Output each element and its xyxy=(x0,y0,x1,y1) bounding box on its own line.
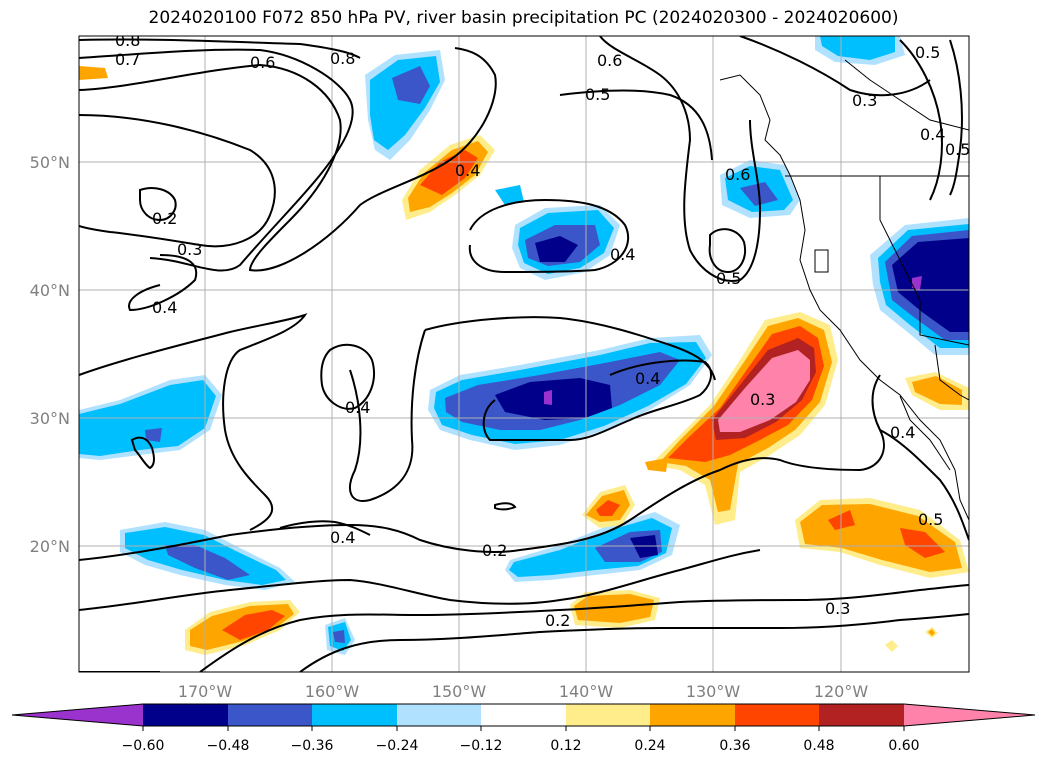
contour-lower-3 xyxy=(199,584,969,672)
lon-label: 160°W xyxy=(305,682,360,701)
contour-label: 0.3 xyxy=(750,390,775,409)
lat-label: 40°N xyxy=(30,281,70,300)
contour-north-loop xyxy=(468,198,630,274)
contour-label: 0.4 xyxy=(635,369,660,388)
contour-label: 0.4 xyxy=(330,528,355,547)
lon-label: 140°W xyxy=(559,682,614,701)
lon-label: 150°W xyxy=(432,682,487,701)
colorbar-tick-label: 0.48 xyxy=(803,738,834,754)
contour-label: 0.4 xyxy=(455,161,480,180)
colorbar-extend-left xyxy=(12,704,143,726)
contour-label: 0.4 xyxy=(610,245,635,264)
contour-label: 0.6 xyxy=(597,51,622,70)
colorbar-tick-label: −0.12 xyxy=(460,738,503,754)
colorbar-tick-label: 0.60 xyxy=(888,738,919,754)
contour-label: 0.4 xyxy=(890,423,915,442)
colorbar-segment xyxy=(397,704,481,726)
contour-mid-big xyxy=(79,313,308,531)
lat-label: 50°N xyxy=(30,153,70,172)
colorbar-ticks xyxy=(142,726,905,731)
colorbar-segment xyxy=(228,704,312,726)
contour-label: 0.2 xyxy=(545,611,570,630)
contour-lower-2 xyxy=(79,549,761,611)
coastlines xyxy=(719,59,969,521)
contour-label: 0.8 xyxy=(330,49,355,68)
contour-label: 0.5 xyxy=(915,43,940,62)
contour-08-top xyxy=(79,38,361,59)
contour-03-mid xyxy=(128,254,198,312)
colorbar-tick-label: 0.24 xyxy=(634,738,665,754)
contour-03-right xyxy=(739,36,931,97)
contour-label: 0.7 xyxy=(115,50,140,69)
contour-labels: 0.8 0.7 0.6 0.8 0.6 0.5 0.3 0.5 0.4 0.5 … xyxy=(115,31,970,630)
graticule xyxy=(79,36,969,672)
contour-label: 0.2 xyxy=(152,209,177,228)
lon-label: 120°W xyxy=(814,682,869,701)
blob-leftedge-orange xyxy=(79,66,108,80)
colorbar-tick-label: 0.36 xyxy=(719,738,750,754)
contour-label: 0.5 xyxy=(716,269,741,288)
map-area: 0.8 0.7 0.6 0.8 0.6 0.5 0.3 0.5 0.4 0.5 … xyxy=(79,31,970,672)
pv-contours xyxy=(79,36,969,672)
contour-lower-1 xyxy=(79,469,721,561)
lat-label: 30°N xyxy=(30,409,70,428)
contour-edge-loop xyxy=(130,436,156,470)
contour-label: 0.6 xyxy=(725,165,750,184)
latitude-labels: 50°N 40°N 30°N 20°N xyxy=(30,153,70,556)
contour-label: 0.5 xyxy=(585,85,610,104)
contour-05 xyxy=(79,114,276,248)
colorbar-tick-labels: −0.60 −0.48 −0.36 −0.24 −0.12 0.12 0.24 … xyxy=(122,738,920,754)
contour-label: 0.3 xyxy=(177,240,202,259)
contour-label: 0.4 xyxy=(152,298,177,317)
colorbar-extend-right xyxy=(904,704,1035,726)
lon-label: 130°W xyxy=(686,682,741,701)
contour-label: 0.3 xyxy=(852,91,877,110)
contour-04-br xyxy=(879,429,969,541)
contour-label: 0.6 xyxy=(250,53,275,72)
contour-04-low xyxy=(279,520,371,536)
contour-05-right xyxy=(949,39,963,196)
contour-right-lower xyxy=(719,374,885,472)
contour-label: 0.3 xyxy=(825,599,850,618)
contour-small-02 xyxy=(494,502,517,511)
contour-05-small xyxy=(708,228,746,274)
map-title: 2024020100 F072 850 hPa PV, river basin … xyxy=(148,8,899,28)
colorbar-tick-label: −0.60 xyxy=(122,738,165,754)
contour-04-mid xyxy=(320,343,375,410)
colorbar-segment xyxy=(819,704,904,726)
contour-06-left xyxy=(79,47,497,272)
lon-label: 170°W xyxy=(178,682,233,701)
colorbar-tick-label: −0.36 xyxy=(291,738,334,754)
colorbar: −0.60 −0.48 −0.36 −0.24 −0.12 0.12 0.24 … xyxy=(11,703,1036,754)
longitude-labels: 170°W 160°W 150°W 140°W 130°W 120°W xyxy=(178,682,869,701)
contour-06-right xyxy=(599,36,762,282)
contour-label: 0.2 xyxy=(482,541,507,560)
colorbar-segment xyxy=(143,704,228,726)
contour-07 xyxy=(79,48,354,272)
colorbar-segment xyxy=(481,704,566,726)
lat-label: 20°N xyxy=(30,537,70,556)
contour-05-north xyxy=(559,89,713,161)
contour-label: 0.4 xyxy=(345,398,370,417)
contour-02-loop xyxy=(139,187,177,222)
contour-label: 0.8 xyxy=(115,31,140,50)
contour-04-long xyxy=(424,316,716,381)
colorbar-tick-label: −0.48 xyxy=(207,738,250,754)
colorbar-tick-label: 0.12 xyxy=(550,738,581,754)
contour-label: 0.5 xyxy=(945,140,970,159)
contour-label: 0.5 xyxy=(918,510,943,529)
map-frame xyxy=(78,35,970,673)
colorbar-segment xyxy=(566,704,650,726)
colorbar-segment xyxy=(735,704,819,726)
colorbar-segment xyxy=(312,704,397,726)
contour-lower-5 xyxy=(299,613,969,672)
contour-04-right xyxy=(899,39,943,201)
colorbar-segment xyxy=(650,704,735,726)
contour-label: 0.4 xyxy=(920,125,945,144)
colorbar-tick-label: −0.24 xyxy=(376,738,419,754)
contour-03-curl xyxy=(482,359,712,442)
